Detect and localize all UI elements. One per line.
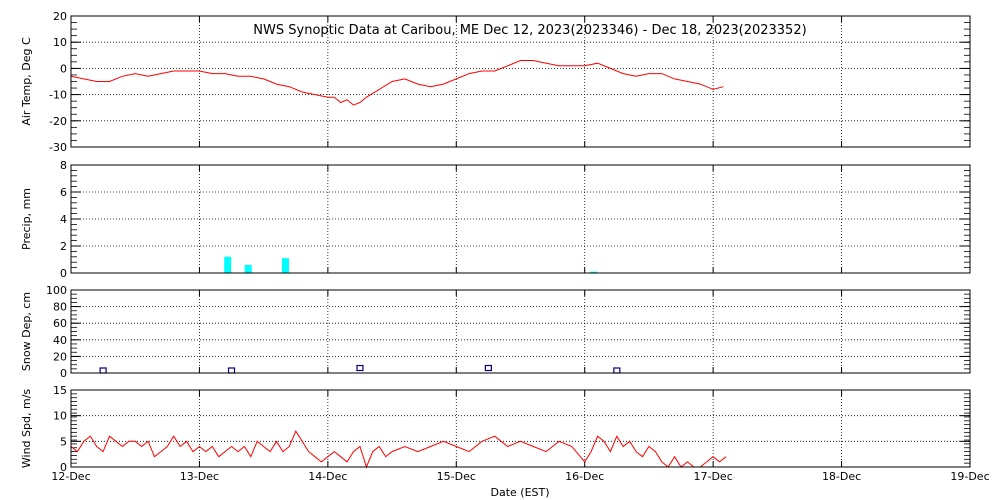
snow-depth-marker	[227, 367, 236, 374]
x-tick-label: 18-Dec	[822, 470, 861, 483]
y-tick-label: 20	[53, 10, 67, 23]
y-tick-label: 40	[53, 334, 67, 347]
series-line	[70, 430, 727, 469]
x-tick-label: 17-Dec	[694, 470, 733, 483]
snow-depth-marker	[99, 367, 107, 374]
y-tick-label: -10	[49, 89, 67, 102]
y-tick-label: 4	[60, 213, 67, 226]
y-tick-label: 20	[53, 350, 67, 363]
y-axis-title: Precip, mm	[20, 188, 33, 250]
y-tick-label: 80	[53, 301, 67, 314]
panel-frame	[70, 15, 971, 148]
panel-wind_speed: 15 10 5 0 Wind Spd, m/s	[20, 384, 971, 474]
y-tick-label: 0	[60, 367, 67, 380]
y-tick-label: 6	[60, 186, 67, 199]
x-tick-label: 14-Dec	[308, 470, 347, 483]
panel-air_temp: 20 10 0 -10 -20 -30 Air Temp, Deg C	[20, 10, 971, 154]
x-tick-label: 16-Dec	[565, 470, 604, 483]
y-tick-label: 0	[60, 461, 67, 474]
panel-precip: 8 6 4 2 0 Precip, mm	[20, 159, 971, 280]
panel-snow_depth: 100 80 60 40 20 0 Snow Dep, cm	[20, 284, 971, 380]
y-tick-label: 60	[53, 317, 67, 330]
snow-depth-marker	[484, 364, 492, 372]
x-axis-title: Date (EST)	[490, 486, 549, 499]
y-tick-label: 10	[53, 36, 67, 49]
x-tick-label: 13-Dec	[180, 470, 219, 483]
precip-bar	[281, 258, 289, 273]
y-tick-label: 5	[60, 435, 67, 448]
x-tick-label: 19-Dec	[950, 470, 989, 483]
panel-frame	[70, 289, 971, 374]
y-tick-label: 100	[46, 284, 67, 297]
panel-frame	[70, 164, 971, 274]
precip-bar	[590, 271, 598, 273]
panel-frame	[70, 389, 971, 468]
precip-bar	[244, 264, 252, 273]
y-axis-title: Snow Dep, cm	[20, 292, 33, 371]
y-tick-label: -30	[49, 141, 67, 154]
y-tick-label: 0	[60, 267, 67, 280]
series-line	[70, 60, 724, 106]
y-tick-label: 8	[60, 159, 67, 172]
y-axis-title: Wind Spd, m/s	[20, 389, 33, 469]
snow-depth-marker	[613, 367, 621, 374]
y-tick-label: -20	[49, 115, 67, 128]
y-tick-label: 15	[53, 384, 67, 397]
y-tick-label: 2	[60, 240, 67, 253]
x-tick-label: 12-Dec	[51, 470, 90, 483]
snow-depth-marker	[356, 364, 364, 372]
y-axis-title: Air Temp, Deg C	[20, 37, 33, 126]
y-tick-label: 10	[53, 410, 67, 423]
chart-title: NWS Synoptic Data at Caribou, ME Dec 12,…	[253, 23, 806, 38]
x-tick-label: 15-Dec	[437, 470, 476, 483]
x-axis: 12-Dec 13-Dec 14-Dec 15-Dec 16-Dec 17-Dec 18-D…	[51, 470, 989, 483]
y-tick-label: 0	[60, 62, 67, 75]
precip-bar	[224, 256, 232, 273]
